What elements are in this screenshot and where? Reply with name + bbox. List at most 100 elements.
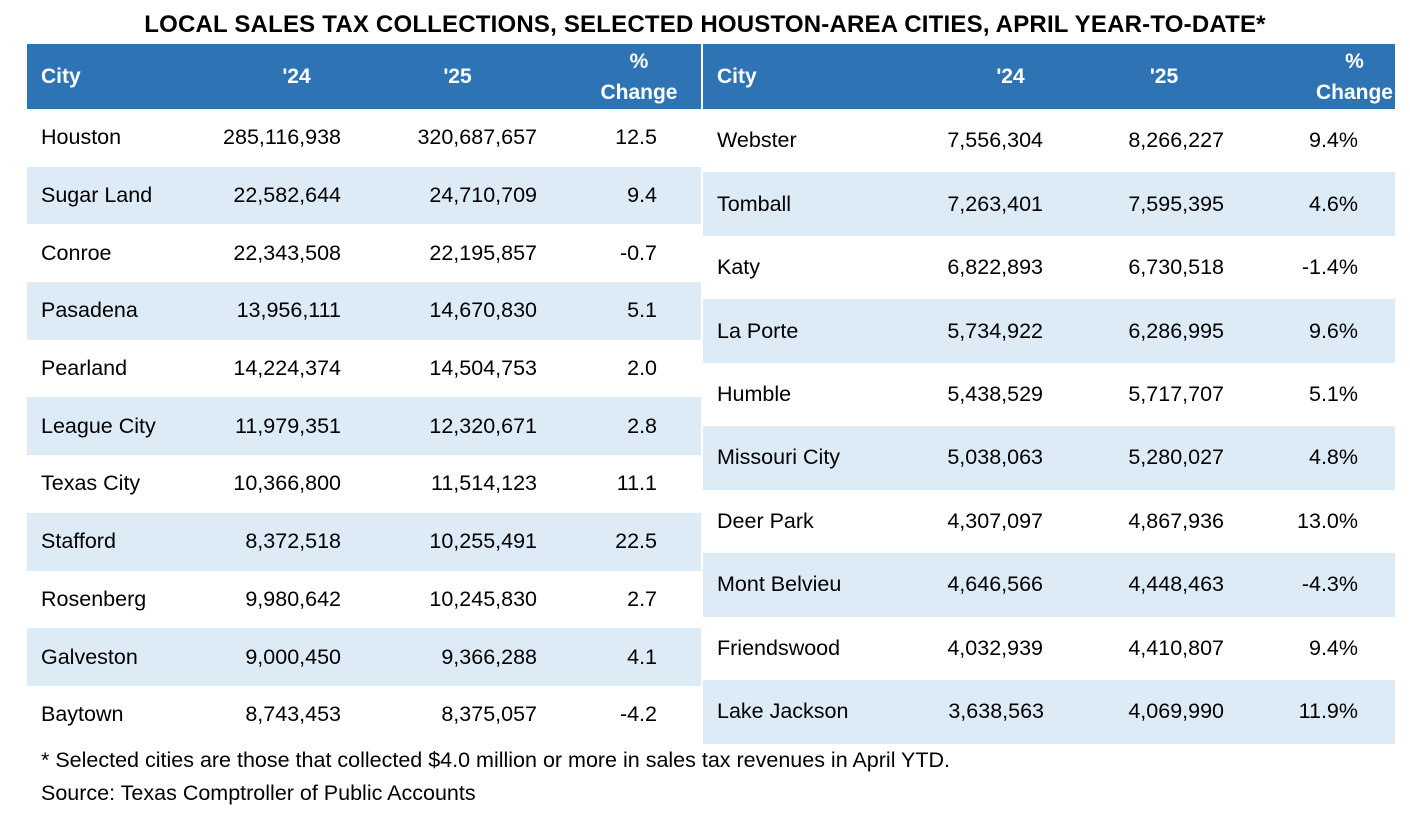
header-pct-line1: %: [1345, 49, 1364, 73]
cell-y24: 8,743,453: [205, 685, 348, 744]
cell-city: Stafford: [27, 512, 205, 571]
cell-pct-change: 12.5: [537, 109, 701, 167]
cell-y24: 4,032,939: [898, 616, 1044, 681]
table-row: Conroe 22,343,508 22,195,857 -0.7: [27, 224, 701, 283]
header-y25: '25: [1044, 44, 1224, 109]
cell-y25: 320,687,657: [348, 109, 537, 167]
cell-city: Galveston: [27, 628, 205, 686]
footnote: * Selected cities are those that collect…: [41, 748, 951, 772]
table-row: Houston 285,116,938 320,687,657 12.5: [27, 109, 701, 167]
cell-y24: 4,307,097: [898, 489, 1044, 554]
table-row: Texas City 10,366,800 11,514,123 11.1: [27, 455, 701, 513]
table-row: Mont Belvieu 4,646,566 4,448,463 -4.3%: [701, 553, 1395, 617]
header-city: City: [27, 44, 205, 109]
cell-y25: 10,245,830: [348, 570, 537, 629]
cell-y25: 22,195,857: [348, 224, 537, 283]
table-row: Rosenberg 9,980,642 10,245,830 2.7: [27, 570, 701, 629]
cell-pct-change: 9.4%: [1224, 109, 1395, 173]
table-row: Baytown 8,743,453 8,375,057 -4.2: [27, 685, 701, 744]
cell-city: League City: [27, 397, 205, 456]
cell-y24: 22,343,508: [205, 224, 348, 283]
cell-pct-change: 22.5: [537, 512, 701, 571]
cell-y25: 5,717,707: [1044, 362, 1224, 427]
table-row: Katy 6,822,893 6,730,518 -1.4%: [701, 235, 1395, 300]
cell-y25: 8,375,057: [348, 685, 537, 744]
cell-city: Deer Park: [701, 489, 898, 554]
header-row: City '24 '25 % Change: [701, 44, 1395, 109]
cell-y24: 14,224,374: [205, 339, 348, 398]
cell-pct-change: -0.7: [537, 224, 701, 283]
cell-y25: 4,448,463: [1044, 553, 1224, 617]
table-row: Webster 7,556,304 8,266,227 9.4%: [701, 109, 1395, 173]
cell-y25: 14,670,830: [348, 282, 537, 340]
header-row: City '24 '25 % Change: [27, 44, 701, 109]
cell-city: Texas City: [27, 455, 205, 513]
cell-y24: 4,646,566: [898, 553, 1044, 617]
header-y24: '24: [898, 44, 1044, 109]
cell-pct-change: -4.3%: [1224, 553, 1395, 617]
header-pct-line2: Change: [600, 80, 678, 104]
left-table: City '24 '25 % Change Houston 285,116,938…: [27, 44, 701, 744]
cell-y25: 4,867,936: [1044, 489, 1224, 554]
table-row: Galveston 9,000,450 9,366,288 4.1: [27, 628, 701, 686]
cell-city: Katy: [701, 235, 898, 300]
notes: * Selected cities are those that collect…: [41, 744, 950, 810]
cell-city: Pearland: [27, 339, 205, 398]
header-y24: '24: [205, 44, 348, 109]
cell-city: Lake Jackson: [701, 680, 898, 744]
header-pct-change: % Change: [1224, 44, 1395, 109]
source-note: Source: Texas Comptroller of Public Acco…: [41, 781, 476, 805]
table-row: Humble 5,438,529 5,717,707 5.1%: [701, 362, 1395, 427]
table-row: La Porte 5,734,922 6,286,995 9.6%: [701, 299, 1395, 363]
cell-pct-change: -1.4%: [1224, 235, 1395, 300]
cell-pct-change: 13.0%: [1224, 489, 1395, 554]
header-city: City: [701, 44, 898, 109]
cell-y24: 7,263,401: [898, 172, 1044, 236]
cell-city: Sugar Land: [27, 166, 205, 225]
cell-pct-change: 4.6%: [1224, 172, 1395, 236]
cell-city: Webster: [701, 109, 898, 173]
cell-y25: 5,280,027: [1044, 426, 1224, 490]
table-row: League City 11,979,351 12,320,671 2.8: [27, 397, 701, 456]
header-y25: '25: [348, 44, 537, 109]
header-pct-change: % Change: [537, 44, 701, 109]
cell-pct-change: 2.8: [537, 397, 701, 456]
cell-y24: 10,366,800: [205, 455, 348, 513]
cell-y25: 4,069,990: [1044, 680, 1224, 744]
table-row: Pearland 14,224,374 14,504,753 2.0: [27, 339, 701, 398]
cell-y25: 14,504,753: [348, 339, 537, 398]
header-pct-line1: %: [629, 49, 649, 73]
cell-y25: 7,595,395: [1044, 172, 1224, 236]
cell-pct-change: 9.6%: [1224, 299, 1395, 363]
cell-city: Tomball: [701, 172, 898, 236]
right-table: City '24 '25 % Change Webster 7,556,304 8,…: [701, 44, 1396, 744]
table-row: Friendswood 4,032,939 4,410,807 9.4%: [701, 616, 1395, 681]
cell-y24: 7,556,304: [898, 109, 1044, 173]
cell-y25: 24,710,709: [348, 166, 537, 225]
cell-pct-change: 11.1: [537, 455, 701, 513]
cell-city: Humble: [701, 362, 898, 427]
cell-city: Friendswood: [701, 616, 898, 681]
header-pct-line2: Change: [1315, 80, 1393, 104]
cell-city: Rosenberg: [27, 570, 205, 629]
cell-pct-change: 5.1%: [1224, 362, 1395, 427]
cell-city: Mont Belvieu: [701, 553, 898, 617]
table-row: Deer Park 4,307,097 4,867,936 13.0%: [701, 489, 1395, 554]
cell-y24: 3,638,563: [898, 680, 1044, 744]
cell-pct-change: 4.8%: [1224, 426, 1395, 490]
tables-container: City '24 '25 % Change Houston 285,116,938…: [27, 44, 1396, 744]
cell-y24: 11,979,351: [205, 397, 348, 456]
cell-city: Missouri City: [701, 426, 898, 490]
cell-pct-change: 5.1: [537, 282, 701, 340]
cell-y24: 5,734,922: [898, 299, 1044, 363]
cell-city: Houston: [27, 109, 205, 167]
cell-y25: 12,320,671: [348, 397, 537, 456]
table-row: Missouri City 5,038,063 5,280,027 4.8%: [701, 426, 1395, 490]
cell-y25: 11,514,123: [348, 455, 537, 513]
cell-y24: 22,582,644: [205, 166, 348, 225]
cell-city: La Porte: [701, 299, 898, 363]
cell-y24: 5,038,063: [898, 426, 1044, 490]
cell-y24: 5,438,529: [898, 362, 1044, 427]
cell-pct-change: 9.4%: [1224, 616, 1395, 681]
page-title: LOCAL SALES TAX COLLECTIONS, SELECTED HO…: [144, 11, 1266, 38]
